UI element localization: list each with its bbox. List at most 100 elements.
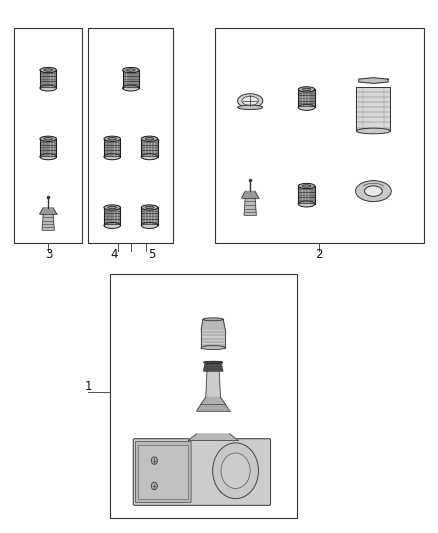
Ellipse shape [40, 154, 57, 160]
Polygon shape [41, 70, 42, 87]
Polygon shape [104, 207, 120, 225]
Polygon shape [115, 139, 116, 156]
Ellipse shape [204, 361, 223, 364]
Polygon shape [145, 207, 147, 224]
Ellipse shape [145, 206, 154, 209]
Polygon shape [40, 139, 57, 157]
Polygon shape [204, 362, 223, 371]
Polygon shape [309, 90, 311, 106]
Polygon shape [201, 398, 225, 404]
Polygon shape [108, 139, 110, 156]
Polygon shape [152, 139, 153, 156]
Polygon shape [44, 70, 46, 87]
Polygon shape [141, 139, 158, 157]
Ellipse shape [104, 154, 120, 160]
Polygon shape [155, 139, 157, 156]
Polygon shape [142, 139, 144, 156]
Ellipse shape [127, 69, 135, 71]
FancyBboxPatch shape [133, 439, 271, 505]
Bar [110, 274, 297, 519]
Polygon shape [42, 214, 54, 230]
Polygon shape [133, 70, 135, 87]
Polygon shape [213, 443, 258, 499]
Polygon shape [201, 329, 225, 348]
Polygon shape [105, 139, 107, 156]
Ellipse shape [40, 85, 57, 91]
Ellipse shape [302, 88, 311, 91]
Polygon shape [111, 207, 113, 224]
Polygon shape [188, 434, 238, 440]
Ellipse shape [298, 201, 315, 207]
Polygon shape [50, 139, 52, 156]
Ellipse shape [141, 154, 158, 160]
Polygon shape [123, 70, 139, 88]
Polygon shape [300, 186, 301, 203]
Polygon shape [124, 70, 125, 87]
Ellipse shape [44, 69, 52, 71]
Ellipse shape [40, 67, 57, 72]
Ellipse shape [141, 222, 158, 229]
Polygon shape [47, 70, 49, 87]
Polygon shape [54, 139, 55, 156]
Polygon shape [40, 208, 57, 214]
Bar [215, 28, 424, 243]
Bar [88, 28, 173, 243]
Polygon shape [197, 404, 230, 411]
Polygon shape [142, 207, 144, 224]
Polygon shape [306, 186, 307, 203]
Polygon shape [152, 207, 153, 224]
Ellipse shape [108, 206, 117, 209]
Polygon shape [111, 139, 113, 156]
Polygon shape [115, 207, 116, 224]
Polygon shape [44, 139, 46, 156]
Ellipse shape [123, 85, 139, 91]
Polygon shape [136, 70, 138, 87]
Polygon shape [303, 90, 304, 106]
Polygon shape [309, 186, 311, 203]
Bar [357, 87, 390, 131]
Ellipse shape [104, 136, 120, 141]
Ellipse shape [203, 318, 223, 321]
Polygon shape [41, 139, 42, 156]
Ellipse shape [242, 96, 258, 106]
Polygon shape [242, 191, 259, 198]
Ellipse shape [298, 183, 315, 189]
Ellipse shape [104, 205, 120, 210]
Polygon shape [47, 139, 49, 156]
Ellipse shape [123, 67, 139, 72]
Polygon shape [306, 90, 307, 106]
Ellipse shape [357, 128, 390, 134]
Ellipse shape [141, 136, 158, 141]
Polygon shape [300, 90, 301, 106]
Circle shape [151, 482, 157, 490]
Polygon shape [155, 207, 157, 224]
Ellipse shape [356, 181, 391, 201]
Polygon shape [54, 70, 55, 87]
Ellipse shape [237, 105, 263, 110]
Polygon shape [104, 139, 120, 157]
Ellipse shape [108, 138, 117, 140]
Polygon shape [149, 207, 150, 224]
Polygon shape [130, 70, 132, 87]
Polygon shape [312, 90, 314, 106]
Text: 2: 2 [315, 248, 323, 261]
Bar [14, 28, 82, 243]
Polygon shape [149, 139, 150, 156]
Ellipse shape [40, 136, 57, 141]
Text: 1: 1 [85, 381, 92, 393]
Text: 3: 3 [45, 248, 52, 261]
Polygon shape [312, 186, 314, 203]
Polygon shape [118, 207, 119, 224]
Polygon shape [105, 207, 107, 224]
Polygon shape [118, 139, 119, 156]
Polygon shape [201, 319, 225, 329]
FancyBboxPatch shape [135, 441, 191, 503]
Polygon shape [141, 207, 158, 225]
Polygon shape [303, 186, 304, 203]
Polygon shape [206, 371, 220, 398]
Bar [138, 445, 187, 499]
Ellipse shape [302, 185, 311, 187]
Polygon shape [127, 70, 128, 87]
Polygon shape [40, 70, 57, 88]
Polygon shape [298, 186, 315, 204]
